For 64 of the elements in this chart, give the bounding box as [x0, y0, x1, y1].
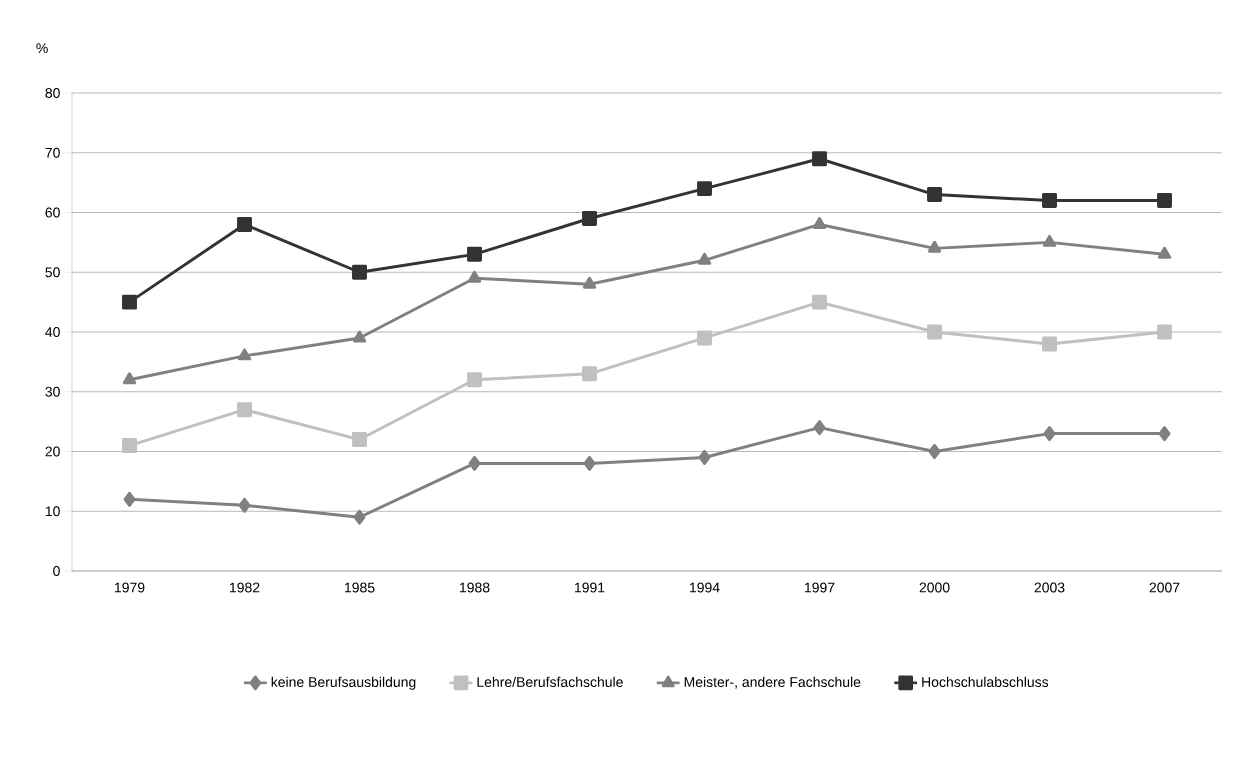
legend-label: Meister-, andere Fachschule: [684, 676, 861, 689]
x-tick-label: 1994: [690, 582, 720, 593]
y-tick-label: 10: [45, 506, 60, 517]
point: [237, 402, 252, 418]
x-tick-label: 1991: [575, 582, 605, 593]
point: [122, 372, 137, 385]
x-tick-label: 1985: [345, 582, 375, 593]
point: [812, 151, 827, 167]
point: [812, 294, 827, 310]
point: [1157, 246, 1172, 259]
point: [1043, 426, 1056, 442]
legend-label: Lehre/Berufsfachschule: [477, 676, 623, 688]
point: [812, 216, 827, 229]
point: [238, 497, 251, 513]
point: [352, 264, 367, 280]
point: [237, 348, 252, 361]
x-tick-label: 1979: [115, 582, 145, 593]
point: [582, 276, 597, 289]
point: [583, 455, 596, 471]
x-tick-label: 1988: [460, 582, 490, 593]
point: [467, 270, 482, 283]
y-tick-label: 0: [53, 566, 60, 576]
x-tick-label: 2000: [919, 582, 950, 593]
point: [122, 294, 137, 310]
point: [1042, 336, 1057, 352]
point: [467, 246, 482, 262]
y-tick-label: 30: [45, 386, 60, 397]
y-tick-label: 70: [45, 147, 60, 158]
point: [813, 420, 826, 436]
point: [697, 181, 712, 197]
x-tick-label: 1982: [230, 582, 260, 593]
point: [352, 432, 367, 448]
point: [1042, 234, 1057, 247]
x-tick-label: 2003: [1034, 582, 1065, 593]
legend-label: Hochschulabschluss: [922, 676, 1049, 688]
point: [468, 455, 481, 471]
point: [697, 252, 712, 265]
point: [927, 324, 942, 340]
point: [1158, 426, 1171, 442]
point: [582, 366, 597, 382]
legend-label: keine Berufsausbildung: [271, 676, 416, 690]
y-axis-title: %: [36, 43, 48, 53]
point: [237, 216, 252, 232]
y-tick-label: 60: [45, 207, 60, 218]
x-tick-label: 2007: [1149, 582, 1180, 593]
point: [467, 372, 482, 388]
point: [1157, 193, 1172, 209]
point: [123, 491, 136, 507]
point: [1157, 324, 1172, 340]
point: [698, 450, 711, 465]
point: [928, 444, 941, 459]
point: [697, 330, 712, 346]
x-tick-label: 1997: [805, 582, 835, 593]
y-tick-label: 40: [45, 327, 60, 337]
y-tick-label: 80: [45, 88, 60, 98]
point: [927, 187, 942, 203]
point: [353, 509, 366, 525]
y-tick-label: 20: [45, 446, 60, 457]
point: [1042, 193, 1057, 209]
point: [582, 211, 597, 226]
point: [352, 330, 367, 343]
point: [927, 240, 942, 253]
y-tick-label: 50: [45, 267, 60, 278]
point: [122, 438, 137, 453]
